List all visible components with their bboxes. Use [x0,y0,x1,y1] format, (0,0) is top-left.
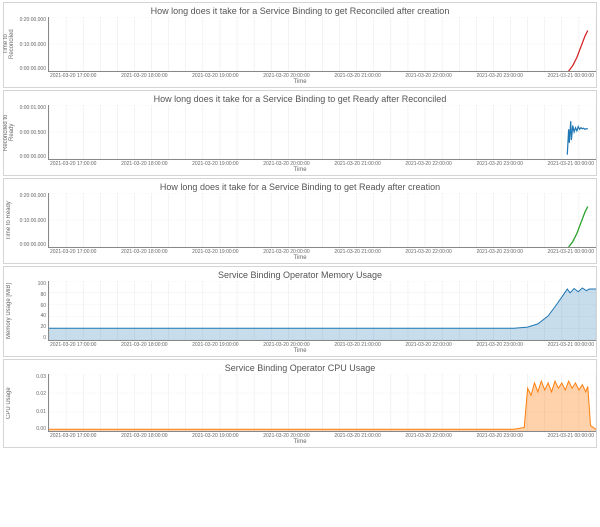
y-axis-ticks: 0:00:01.000 0:00:00.500 0:00:00.000 [14,105,48,160]
y-tick-label: 60 [14,303,46,309]
y-axis-label: Reconciled to Ready [4,105,14,160]
y-axis-ticks: 0.03 0.02 0.01 0.00 [14,374,48,432]
x-tick-label: 2021-03-20 23:00:00 [476,433,522,439]
x-axis-label: Time [4,439,596,447]
y-axis-ticks: 0:20:00.000 0:10:00.000 0:00:00.000 [14,17,48,72]
x-tick-label: 2021-03-20 18:00:00 [121,161,167,167]
y-tick-label: 0:10:00.000 [14,42,46,48]
x-tick-label: 2021-03-20 17:00:00 [50,433,96,439]
y-tick-label: 0 [14,335,46,341]
chart-body: Reconciled to Ready0:00:01.000 0:00:00.50… [4,105,596,160]
x-tick-label: 2021-03-20 21:00:00 [334,249,380,255]
y-tick-label: 0.01 [14,409,46,415]
x-axis-ticks: 2021-03-20 17:00:00 2021-03-20 18:00:00 20… [4,432,596,439]
chart-body: Memory Usage [MiB]100 80 60 40 20 0 [4,281,596,341]
x-tick-label: 2021-03-20 17:00:00 [50,342,96,348]
y-axis-ticks: 100 80 60 40 20 0 [14,281,48,341]
plot-area [48,105,596,160]
chart-title: How long does it take for a Service Bind… [4,3,596,17]
x-tick-label: 2021-03-20 17:00:00 [50,249,96,255]
x-tick-label: 2021-03-20 19:00:00 [192,161,238,167]
chart-title: Service Binding Operator CPU Usage [4,360,596,374]
plot-area [48,193,596,248]
x-tick-label: 2021-03-20 21:00:00 [334,73,380,79]
x-axis-ticks: 2021-03-20 17:00:00 2021-03-20 18:00:00 20… [4,341,596,348]
x-tick-label: 2021-03-20 19:00:00 [192,342,238,348]
x-tick-label: 2021-03-20 19:00:00 [192,73,238,79]
x-tick-label: 2021-03-20 18:00:00 [121,342,167,348]
chart-panel: How long does it take for a Service Bind… [3,178,597,264]
x-tick-label: 2021-03-20 19:00:00 [192,249,238,255]
y-tick-label: 0:00:00.500 [14,130,46,136]
x-tick-label: 2021-03-20 23:00:00 [476,73,522,79]
x-tick-label: 2021-03-20 18:00:00 [121,73,167,79]
chart-panel: How long does it take for a Service Bind… [3,2,597,88]
x-tick-label: 2021-03-20 17:00:00 [50,161,96,167]
y-axis-label: Memory Usage [MiB] [4,281,14,341]
x-tick-label: 2021-03-21 00:00:00 [548,249,594,255]
x-tick-label: 2021-03-21 00:00:00 [548,73,594,79]
y-tick-label: 0:20:00.000 [14,193,46,199]
y-tick-label: 80 [14,292,46,298]
x-tick-label: 2021-03-20 22:00:00 [405,249,451,255]
chart-panel: Service Binding Operator CPU UsageCPU Us… [3,359,597,448]
series-line [569,31,588,72]
chart-body: Time to Reconciled0:20:00.000 0:10:00.000… [4,17,596,72]
x-tick-label: 2021-03-20 18:00:00 [121,433,167,439]
y-tick-label: 100 [14,281,46,287]
x-axis-label: Time [4,167,596,175]
x-axis-label: Time [4,79,596,87]
y-tick-label: 0.03 [14,374,46,380]
x-tick-label: 2021-03-20 23:00:00 [476,249,522,255]
x-tick-label: 2021-03-20 17:00:00 [50,73,96,79]
x-tick-label: 2021-03-20 23:00:00 [476,342,522,348]
y-tick-label: 0.02 [14,391,46,397]
x-tick-label: 2021-03-21 00:00:00 [548,161,594,167]
y-tick-label: 40 [14,313,46,319]
y-tick-label: 0.00 [14,426,46,432]
x-tick-label: 2021-03-20 22:00:00 [405,433,451,439]
chart-title: How long does it take for a Service Bind… [4,91,596,105]
y-tick-label: 0:00:00.000 [14,154,46,160]
plot-area [48,374,596,432]
x-tick-label: 2021-03-20 21:00:00 [334,161,380,167]
x-axis-ticks: 2021-03-20 17:00:00 2021-03-20 18:00:00 20… [4,160,596,167]
x-tick-label: 2021-03-20 22:00:00 [405,342,451,348]
x-tick-label: 2021-03-20 19:00:00 [192,433,238,439]
x-tick-label: 2021-03-20 22:00:00 [405,73,451,79]
x-tick-label: 2021-03-20 18:00:00 [121,249,167,255]
y-tick-label: 0:20:00.000 [14,17,46,23]
x-axis-label: Time [4,255,596,263]
chart-title: How long does it take for a Service Bind… [4,179,596,193]
plot-area [48,281,596,341]
x-tick-label: 2021-03-20 23:00:00 [476,161,522,167]
series-line [567,121,588,154]
chart-panel: Service Binding Operator Memory UsageMem… [3,266,597,357]
series-line [569,207,588,248]
y-axis-label: CPU Usage [4,374,14,432]
y-axis-ticks: 0:20:00.000 0:10:00.000 0:00:00.000 [14,193,48,248]
chart-body: Time to Ready0:20:00.000 0:10:00.000 0:00:… [4,193,596,248]
y-tick-label: 0:00:00.000 [14,66,46,72]
y-tick-label: 20 [14,324,46,330]
x-axis-ticks: 2021-03-20 17:00:00 2021-03-20 18:00:00 20… [4,72,596,79]
chart-body: CPU Usage0.03 0.02 0.01 0.00 [4,374,596,432]
x-tick-label: 2021-03-21 00:00:00 [548,433,594,439]
x-tick-label: 2021-03-20 21:00:00 [334,342,380,348]
x-tick-label: 2021-03-20 22:00:00 [405,161,451,167]
chart-panel: How long does it take for a Service Bind… [3,90,597,176]
y-tick-label: 0:00:01.000 [14,105,46,111]
y-tick-label: 0:10:00.000 [14,218,46,224]
x-tick-label: 2021-03-20 21:00:00 [334,433,380,439]
y-axis-label: Time to Reconciled [4,17,14,72]
x-axis-label: Time [4,348,596,356]
plot-area [48,17,596,72]
y-axis-label: Time to Ready [4,193,14,248]
chart-title: Service Binding Operator Memory Usage [4,267,596,281]
y-tick-label: 0:00:00.000 [14,242,46,248]
x-tick-label: 2021-03-21 00:00:00 [548,342,594,348]
x-axis-ticks: 2021-03-20 17:00:00 2021-03-20 18:00:00 20… [4,248,596,255]
